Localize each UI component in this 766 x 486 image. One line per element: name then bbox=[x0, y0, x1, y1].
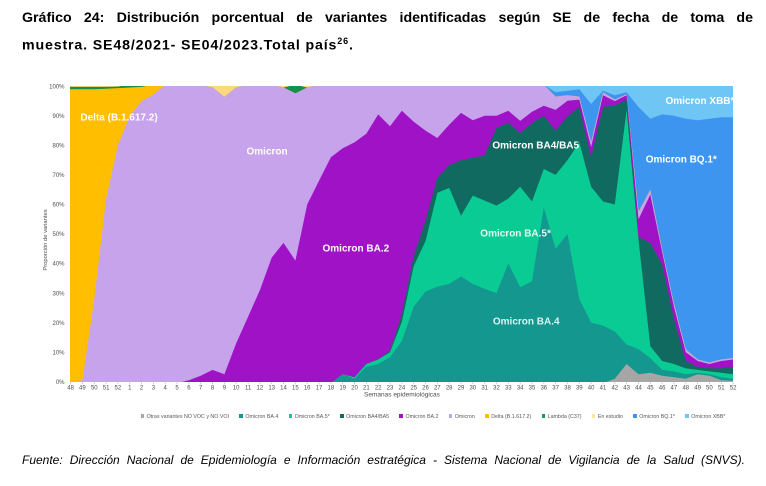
svg-text:30: 30 bbox=[469, 386, 476, 392]
svg-text:50: 50 bbox=[706, 386, 713, 392]
svg-text:24: 24 bbox=[399, 386, 406, 392]
svg-text:48: 48 bbox=[682, 386, 689, 392]
svg-text:50: 50 bbox=[91, 386, 98, 392]
svg-text:15: 15 bbox=[292, 386, 299, 392]
svg-text:33: 33 bbox=[505, 386, 512, 392]
svg-text:44: 44 bbox=[635, 386, 642, 392]
svg-text:100%: 100% bbox=[49, 85, 65, 91]
svg-text:Semanas epidemiológicas: Semanas epidemiológicas bbox=[364, 392, 441, 399]
svg-text:Omicron: Omicron bbox=[247, 147, 288, 158]
svg-text:48: 48 bbox=[67, 386, 74, 392]
svg-text:Omicron BQ.1*: Omicron BQ.1* bbox=[646, 154, 717, 165]
svg-text:20: 20 bbox=[351, 386, 358, 392]
svg-text:Omicron BA.4: Omicron BA.4 bbox=[493, 316, 560, 327]
svg-text:19: 19 bbox=[339, 386, 346, 392]
svg-text:20%: 20% bbox=[52, 321, 65, 327]
svg-text:29: 29 bbox=[458, 386, 465, 392]
svg-text:Omicron BA.5*: Omicron BA.5* bbox=[480, 228, 551, 239]
svg-text:51: 51 bbox=[103, 386, 110, 392]
svg-text:47: 47 bbox=[671, 386, 678, 392]
svg-text:Omicron XBB*: Omicron XBB* bbox=[666, 96, 735, 107]
svg-text:27: 27 bbox=[434, 386, 441, 392]
svg-text:Omicron BA.2: Omicron BA.2 bbox=[323, 243, 390, 254]
svg-text:1: 1 bbox=[128, 386, 132, 392]
svg-text:35: 35 bbox=[529, 386, 536, 392]
svg-text:28: 28 bbox=[446, 386, 453, 392]
svg-text:40%: 40% bbox=[52, 262, 65, 268]
svg-text:2: 2 bbox=[140, 386, 144, 392]
svg-text:5: 5 bbox=[175, 386, 179, 392]
svg-text:22: 22 bbox=[375, 386, 382, 392]
svg-text:32: 32 bbox=[493, 386, 500, 392]
svg-text:11: 11 bbox=[245, 386, 252, 392]
svg-text:90%: 90% bbox=[52, 114, 65, 120]
svg-text:14: 14 bbox=[280, 386, 287, 392]
svg-text:40: 40 bbox=[588, 386, 595, 392]
svg-text:7: 7 bbox=[199, 386, 203, 392]
svg-text:Delta (B.1.617.2): Delta (B.1.617.2) bbox=[80, 112, 157, 123]
svg-text:0%: 0% bbox=[56, 380, 65, 386]
svg-text:9: 9 bbox=[223, 386, 227, 392]
svg-text:34: 34 bbox=[517, 386, 524, 392]
svg-text:60%: 60% bbox=[52, 203, 65, 209]
svg-text:23: 23 bbox=[387, 386, 394, 392]
svg-text:49: 49 bbox=[694, 386, 701, 392]
svg-text:37: 37 bbox=[552, 386, 559, 392]
svg-text:25: 25 bbox=[410, 386, 417, 392]
svg-text:42: 42 bbox=[611, 386, 618, 392]
svg-text:31: 31 bbox=[481, 386, 488, 392]
svg-text:39: 39 bbox=[576, 386, 583, 392]
svg-text:52: 52 bbox=[115, 386, 122, 392]
svg-text:4: 4 bbox=[164, 386, 168, 392]
svg-text:30%: 30% bbox=[52, 291, 65, 297]
svg-text:49: 49 bbox=[79, 386, 86, 392]
svg-text:10: 10 bbox=[233, 386, 240, 392]
svg-text:80%: 80% bbox=[52, 144, 65, 150]
svg-text:26: 26 bbox=[422, 386, 429, 392]
svg-text:45: 45 bbox=[647, 386, 654, 392]
svg-text:8: 8 bbox=[211, 386, 215, 392]
svg-text:43: 43 bbox=[623, 386, 630, 392]
svg-text:6: 6 bbox=[187, 386, 191, 392]
svg-text:13: 13 bbox=[268, 386, 275, 392]
svg-text:3: 3 bbox=[152, 386, 156, 392]
svg-text:17: 17 bbox=[316, 386, 323, 392]
svg-text:12: 12 bbox=[257, 386, 264, 392]
svg-text:21: 21 bbox=[363, 386, 370, 392]
svg-text:70%: 70% bbox=[52, 173, 65, 179]
svg-text:18: 18 bbox=[328, 386, 335, 392]
svg-text:38: 38 bbox=[564, 386, 571, 392]
svg-text:46: 46 bbox=[659, 386, 666, 392]
svg-text:52: 52 bbox=[730, 386, 737, 392]
svg-text:50%: 50% bbox=[52, 232, 65, 238]
svg-text:Proporción de variantes: Proporción de variantes bbox=[43, 209, 49, 270]
svg-text:36: 36 bbox=[540, 386, 547, 392]
svg-text:41: 41 bbox=[600, 386, 607, 392]
svg-text:10%: 10% bbox=[52, 350, 65, 356]
svg-text:Omicron BA4/BA5: Omicron BA4/BA5 bbox=[492, 140, 579, 151]
svg-text:16: 16 bbox=[304, 386, 311, 392]
svg-text:51: 51 bbox=[718, 386, 725, 392]
